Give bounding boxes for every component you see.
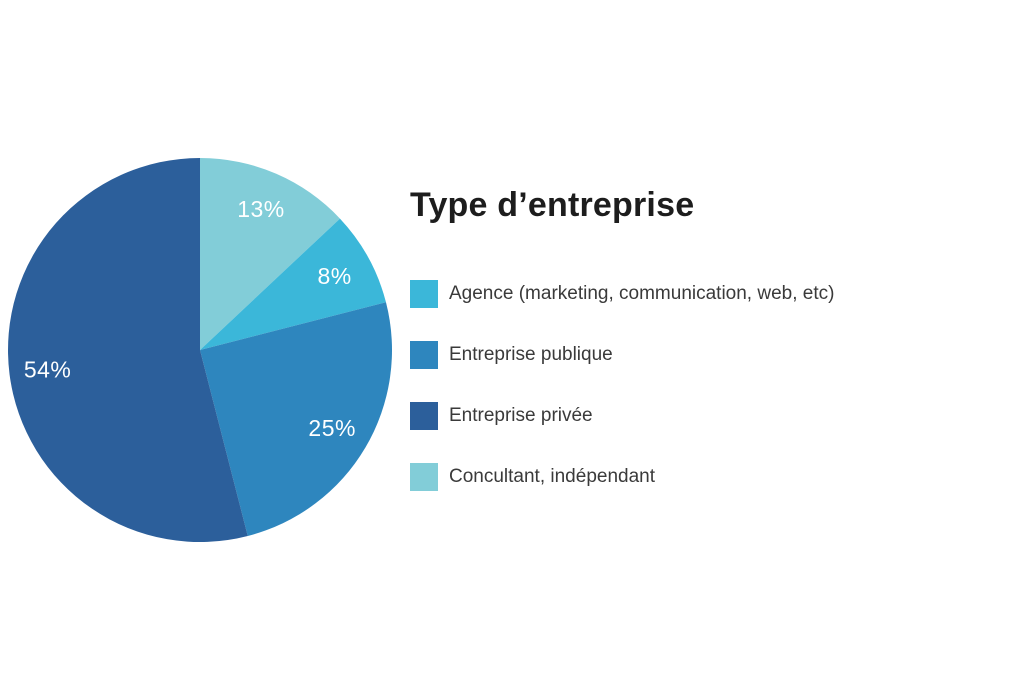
pie-slice — [200, 218, 386, 350]
legend-swatch-agence — [410, 280, 438, 308]
legend-label: Concultant, indépendant — [449, 466, 655, 487]
legend-label: Entreprise privée — [449, 405, 593, 426]
legend-swatch-consultant — [410, 463, 438, 491]
legend-item: Entreprise publique — [410, 341, 834, 369]
legend-item: Concultant, indépendant — [410, 463, 834, 491]
legend: Agence (marketing, communication, web, e… — [410, 280, 834, 524]
legend-label: Entreprise publique — [449, 344, 613, 365]
pie-slice — [8, 158, 248, 542]
legend-item: Entreprise privée — [410, 402, 834, 430]
pie-slice — [200, 158, 340, 350]
pie-slice — [200, 302, 393, 536]
pie-slice-label: 8% — [317, 263, 351, 289]
pie-slice-label: 25% — [308, 415, 356, 441]
legend-swatch-entreprise-publique — [410, 341, 438, 369]
pie-slice-label: 13% — [237, 196, 285, 222]
chart-title: Type d’entreprise — [410, 186, 695, 224]
legend-item: Agence (marketing, communication, web, e… — [410, 280, 834, 308]
legend-label: Agence (marketing, communication, web, e… — [449, 283, 835, 304]
legend-swatch-entreprise-privee — [410, 402, 438, 430]
pie-slice-label: 54% — [24, 356, 72, 382]
